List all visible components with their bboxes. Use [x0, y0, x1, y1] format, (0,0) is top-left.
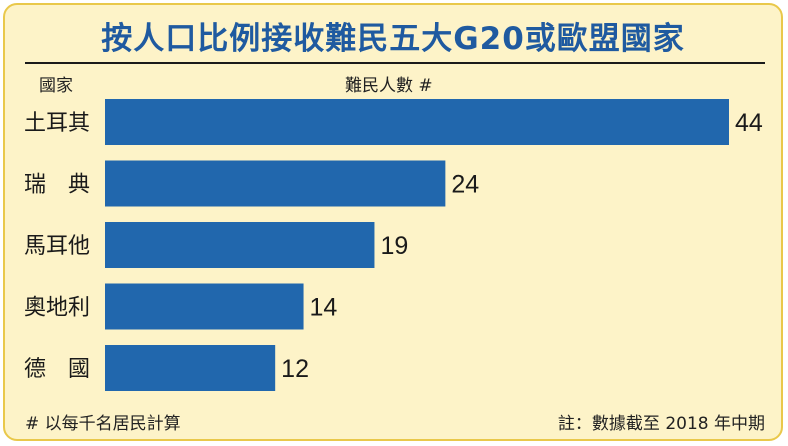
- footnote-date: 註：數據截至 2018 年中期: [557, 414, 765, 434]
- chart-title: 按人口比例接收難民五大G20或歐盟國家: [101, 21, 685, 57]
- value-column-header: 難民人數 #: [345, 76, 433, 96]
- bar: [105, 283, 304, 330]
- category-label: 瑞 典: [24, 173, 90, 198]
- bar: [105, 99, 729, 145]
- footnote-unit: # 以每千名居民計算: [25, 414, 181, 434]
- bar: [105, 345, 276, 391]
- category-label: 奧地利: [24, 296, 90, 321]
- bar: [105, 222, 375, 268]
- value-label: 14: [310, 294, 338, 322]
- category-label: 馬耳他: [24, 234, 90, 259]
- bar: [105, 160, 446, 207]
- value-label: 24: [451, 171, 479, 199]
- category-label: 土耳其: [24, 111, 90, 136]
- category-label: 德 國: [24, 357, 90, 382]
- value-label: 19: [380, 232, 408, 260]
- country-column-header: 國家: [39, 76, 73, 96]
- title-divider: [25, 62, 765, 64]
- value-label: 12: [281, 355, 309, 383]
- value-label: 44: [735, 109, 763, 137]
